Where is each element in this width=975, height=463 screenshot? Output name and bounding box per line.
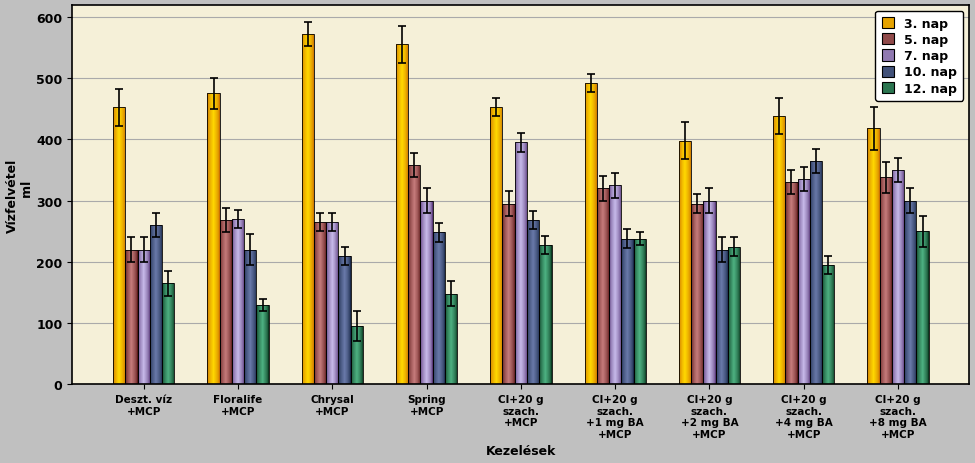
Bar bbox=[314, 223, 327, 385]
Bar bbox=[621, 239, 634, 385]
Bar bbox=[396, 45, 409, 385]
Bar bbox=[351, 326, 363, 385]
Bar bbox=[327, 223, 338, 385]
Bar bbox=[433, 233, 445, 385]
Bar bbox=[703, 201, 716, 385]
Bar bbox=[597, 189, 609, 385]
Bar bbox=[113, 108, 126, 385]
Bar bbox=[515, 143, 527, 385]
Bar bbox=[162, 284, 175, 385]
Bar bbox=[716, 250, 727, 385]
Bar bbox=[420, 201, 433, 385]
Bar bbox=[679, 141, 691, 385]
Bar bbox=[208, 94, 219, 385]
Bar bbox=[232, 219, 244, 385]
Bar bbox=[868, 129, 879, 385]
Bar bbox=[798, 180, 810, 385]
Bar bbox=[904, 201, 916, 385]
Y-axis label: Vízfelvétel
   ml: Vízfelvétel ml bbox=[6, 158, 33, 232]
Bar bbox=[137, 250, 150, 385]
X-axis label: Kezelések: Kezelések bbox=[486, 444, 556, 457]
Bar bbox=[490, 107, 502, 385]
Bar bbox=[527, 221, 539, 385]
Bar bbox=[256, 305, 269, 385]
Bar bbox=[822, 265, 835, 385]
Bar bbox=[773, 117, 785, 385]
Bar bbox=[691, 204, 703, 385]
Bar bbox=[539, 245, 552, 385]
Bar bbox=[244, 250, 256, 385]
Bar bbox=[126, 250, 137, 385]
Bar bbox=[609, 186, 621, 385]
Bar bbox=[879, 178, 892, 385]
Bar bbox=[916, 232, 928, 385]
Bar bbox=[585, 84, 597, 385]
Bar bbox=[634, 239, 645, 385]
Bar bbox=[409, 166, 420, 385]
Legend: 3. nap, 5. nap, 7. nap, 10. nap, 12. nap: 3. nap, 5. nap, 7. nap, 10. nap, 12. nap bbox=[876, 12, 963, 101]
Bar bbox=[338, 256, 351, 385]
Bar bbox=[445, 294, 457, 385]
Bar bbox=[727, 247, 740, 385]
Bar bbox=[892, 170, 904, 385]
Bar bbox=[301, 35, 314, 385]
Bar bbox=[810, 162, 822, 385]
Bar bbox=[150, 225, 162, 385]
Bar bbox=[785, 183, 798, 385]
Bar bbox=[502, 204, 515, 385]
Bar bbox=[219, 221, 232, 385]
